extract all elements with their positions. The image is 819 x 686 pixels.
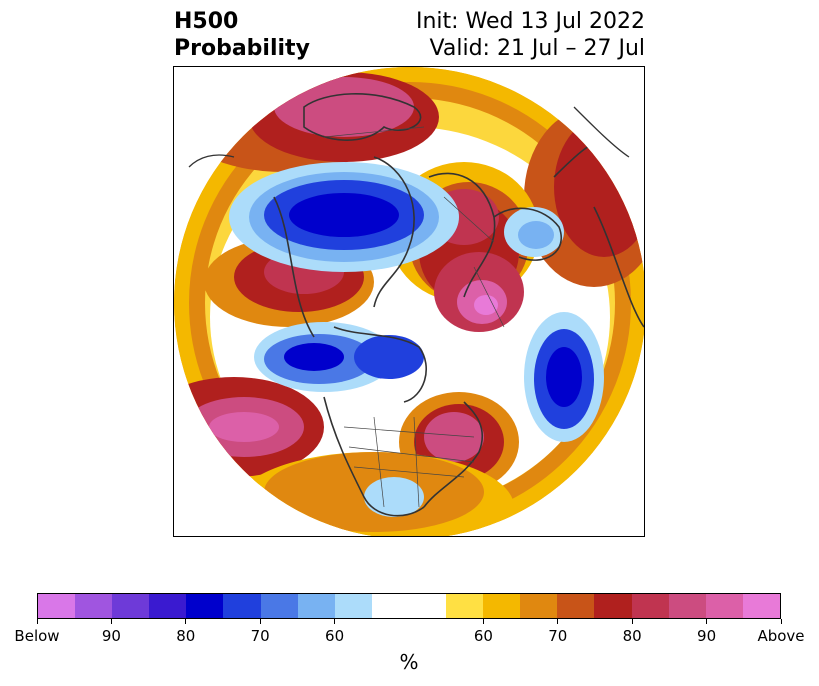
valid-range: Valid: 21 Jul – 27 Jul: [429, 36, 645, 61]
colorbar-tick: [780, 619, 782, 624]
init-date: Init: Wed 13 Jul 2022: [415, 9, 645, 34]
colorbar-segment: [371, 594, 447, 618]
colorbar-tick-label: 60: [473, 627, 493, 645]
colorbar-tick: [259, 619, 261, 624]
colorbar-tick: [482, 619, 484, 624]
colorbar-tick-label: 80: [176, 627, 196, 645]
colorbar-tick-label: Below: [14, 627, 60, 645]
colorbar-tick-label: Above: [757, 627, 805, 645]
colorbar-tick-label: 70: [250, 627, 270, 645]
colorbar-segment: [705, 594, 743, 618]
below-normal-blobs: [229, 162, 604, 517]
title-quantity: Probability: [174, 36, 310, 61]
colorbar-segment: [149, 594, 187, 618]
colorbar-segment: [446, 594, 484, 618]
colorbar-segment: [223, 594, 261, 618]
colorbar-tick: [334, 619, 336, 624]
colorbar-tick: [110, 619, 112, 624]
colorbar-segment: [668, 594, 706, 618]
colorbar-segment: [631, 594, 669, 618]
colorbar-tick: [36, 619, 38, 624]
map-extra-coast: [188, 106, 630, 168]
colorbar-tick-label: 60: [325, 627, 345, 645]
colorbar-segment: [594, 594, 632, 618]
colorbar-tick-label: 90: [101, 627, 121, 645]
colorbar-tick-label: 80: [622, 627, 642, 645]
colorbar-tick-label: 70: [548, 627, 568, 645]
colorbar-segment: [483, 594, 521, 618]
title-variable: H500: [174, 9, 239, 34]
colorbar-tick: [557, 619, 559, 624]
colorbar-segment: [557, 594, 595, 618]
colorbar-segment: [112, 594, 150, 618]
colorbar-segment: [186, 594, 224, 618]
borders: [323, 126, 505, 508]
colorbar-segment: [75, 594, 113, 618]
colorbar-segment: [520, 594, 558, 618]
colorbar-segment: [38, 594, 76, 618]
colorbar-tick: [631, 619, 633, 624]
polar-map-svg: [174, 67, 644, 536]
colorbar-tick: [185, 619, 187, 624]
colorbar-segment: [334, 594, 372, 618]
colorbar-tick-label: 90: [697, 627, 717, 645]
colorbar-segment: [260, 594, 298, 618]
probability-map: [173, 66, 645, 537]
colorbar-tick: [706, 619, 708, 624]
coastlines: [273, 93, 644, 517]
forecast-dates: Init: Wed 13 Jul 2022 Valid: 21 Jul – 27…: [416, 8, 645, 62]
colorbar-unit: %: [399, 650, 419, 674]
colorbar: [37, 593, 781, 619]
colorbar-segment: [297, 594, 335, 618]
chart-title: H500 Probability: [174, 8, 310, 62]
probability-field: [174, 67, 644, 536]
colorbar-segment: [742, 594, 780, 618]
